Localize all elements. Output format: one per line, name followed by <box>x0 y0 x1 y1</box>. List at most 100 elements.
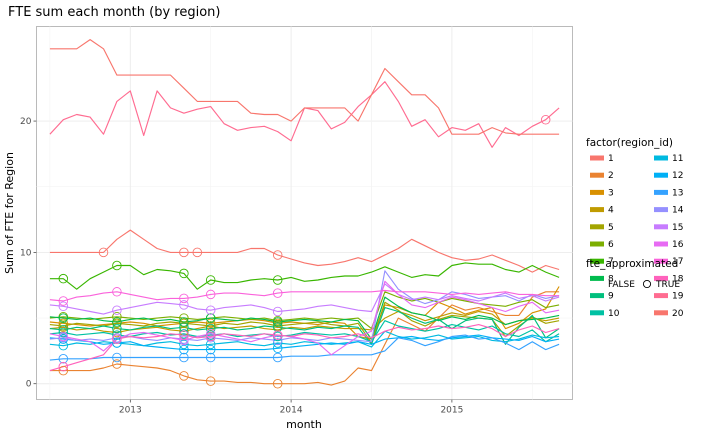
approximated-point-region-13 <box>179 352 189 363</box>
legend-label-region-16: 16 <box>672 240 684 250</box>
approximated-point-region-1 <box>272 250 283 260</box>
approximated-point-region-13 <box>272 352 283 363</box>
approximated-point-region-5 <box>58 321 69 331</box>
approximated-point-region-18 <box>205 331 216 342</box>
legend-label-region-15: 15 <box>672 223 683 233</box>
legend-label-region-14: 14 <box>672 206 684 216</box>
legend-true-circle-icon <box>642 279 652 289</box>
series-line-region-17 <box>49 289 560 302</box>
approximated-point-region-9 <box>58 325 69 335</box>
approximated-point-region-7 <box>112 260 122 271</box>
approximated-point-region-8 <box>112 317 122 327</box>
approximated-point-region-7 <box>272 275 283 285</box>
approximated-point-region-4 <box>179 326 189 336</box>
x-tick-label: 2013 <box>119 406 142 416</box>
approximated-point-region-17 <box>272 288 283 298</box>
approximated-point-region-15 <box>205 305 216 315</box>
series-line-region-15 <box>49 283 560 315</box>
series-line-region-8 <box>49 296 560 340</box>
approximated-point-region-17 <box>112 287 122 297</box>
approximated-point-region-13 <box>112 352 122 363</box>
approximated-point-region-9 <box>272 322 283 333</box>
legend-label-region-18: 18 <box>672 274 684 284</box>
approximated-point-region-17 <box>205 289 216 300</box>
approximated-point-region-9 <box>205 323 216 334</box>
approximated-point-region-16 <box>205 329 216 339</box>
legend-label-region-7: 7 <box>608 257 614 267</box>
y-tick-label: 20 <box>20 117 32 127</box>
legend-label-region-1: 1 <box>608 154 614 164</box>
approximated-point-region-3 <box>205 318 216 329</box>
approximated-point-region-8 <box>205 313 216 323</box>
legend-label-region-8: 8 <box>608 274 614 284</box>
approximated-point-region-12 <box>179 344 189 355</box>
approximated-point-region-11 <box>205 339 216 350</box>
approximated-point-region-18 <box>272 330 283 340</box>
approximated-point-region-16 <box>58 331 69 342</box>
approximated-point-region-12 <box>112 338 122 348</box>
approximated-point-region-7 <box>205 275 216 285</box>
approximated-point-region-10 <box>58 327 69 338</box>
series-line-region-9 <box>49 307 560 345</box>
y-tick-label: 10 <box>20 248 32 258</box>
approximated-point-region-17 <box>58 296 69 306</box>
series-line-region-2 <box>49 291 560 386</box>
approximated-point-region-11 <box>179 339 189 350</box>
legend-true-label: TRUE <box>655 280 680 290</box>
legend-color-title: factor(region_id) <box>586 137 673 149</box>
approximated-point-region-15 <box>272 306 283 317</box>
series-line-region-11 <box>49 330 560 348</box>
x-axis-title: month <box>286 418 322 431</box>
approximated-point-region-16 <box>179 335 189 346</box>
legend-label-region-20: 20 <box>672 309 684 319</box>
approximated-point-region-6 <box>179 313 189 323</box>
approximated-point-region-6 <box>112 312 122 322</box>
approximated-point-region-12 <box>205 344 216 355</box>
series-line-region-7 <box>49 262 560 290</box>
approximated-point-region-1 <box>179 247 189 258</box>
approximated-point-region-3 <box>58 318 69 329</box>
approximated-point-region-14 <box>272 335 283 346</box>
series-line-region-18 <box>49 324 560 372</box>
approximated-point-region-15 <box>58 301 69 312</box>
legend: factor(region_id) 1234567891011121314151… <box>586 137 684 319</box>
y-axis-title: Sum of FTE for Region <box>3 152 16 274</box>
approximated-point-region-7 <box>58 273 69 284</box>
approximated-point-region-8 <box>179 317 189 327</box>
chart-title: FTE sum each month (by region) <box>8 5 221 20</box>
x-tick-label: 2015 <box>440 406 463 416</box>
legend-label-region-3: 3 <box>608 188 614 198</box>
approximated-point-region-13 <box>205 352 216 363</box>
approximated-point-region-2 <box>272 378 283 389</box>
legend-label-region-17: 17 <box>672 257 683 267</box>
approximated-point-region-11 <box>58 340 69 351</box>
legend-label-region-5: 5 <box>608 223 614 233</box>
series-line-region-20 <box>49 39 560 135</box>
legend-label-region-12: 12 <box>672 171 683 181</box>
series-line-region-16 <box>49 280 560 356</box>
approximated-point-region-2 <box>112 359 122 369</box>
approximated-point-region-9 <box>112 323 122 334</box>
approximated-point-region-2 <box>58 365 69 376</box>
legend-label-region-2: 2 <box>608 171 614 181</box>
approximated-point-region-15 <box>112 305 122 315</box>
series-line-region-12 <box>49 334 560 351</box>
approximated-point-region-19 <box>540 114 551 125</box>
legend-label-region-19: 19 <box>672 292 684 302</box>
approximated-point-region-12 <box>272 343 283 354</box>
approximated-point-region-2 <box>179 371 189 381</box>
approximated-point-region-9 <box>179 322 189 333</box>
y-tick-label: 0 <box>26 380 32 390</box>
approximated-point-region-1 <box>98 247 109 258</box>
approximated-point-region-8 <box>272 317 283 327</box>
approximated-point-region-1 <box>192 247 203 258</box>
series-layer <box>49 39 560 386</box>
approximated-point-region-18 <box>58 361 69 372</box>
approximated-point-region-13 <box>58 354 69 364</box>
series-line-region-13 <box>49 334 560 361</box>
legend-label-region-11: 11 <box>672 154 683 164</box>
approximated-point-region-15 <box>179 300 189 310</box>
grid-lines <box>36 26 573 400</box>
